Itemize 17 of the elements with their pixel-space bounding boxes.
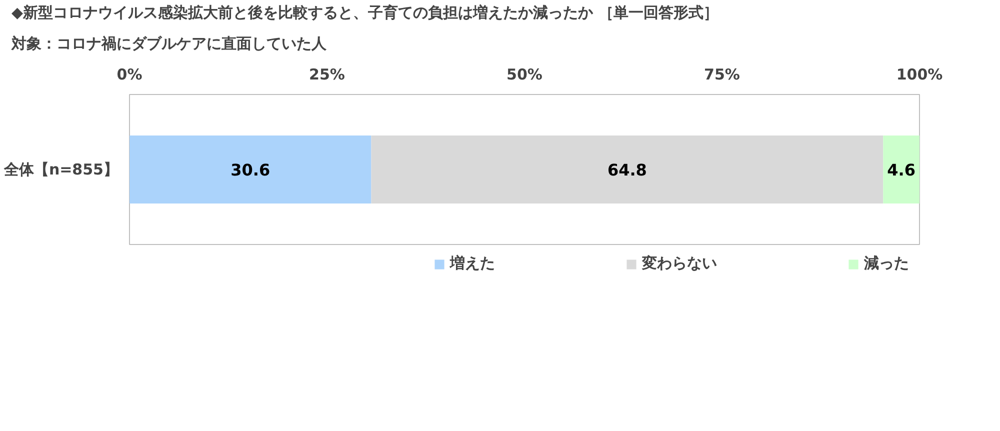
chart-subtitle: 対象：コロナ禍にダブルケアに直面していた人 [10,34,328,52]
bar [371,136,884,204]
legend-label: 増えた [450,254,495,273]
legend-label: 変わらない [642,254,717,273]
x-tick-label: 100% [896,66,943,84]
x-tick-label: 0% [116,66,142,84]
chart-title: ◆新型コロナウイルス感染拡大前と後を比較すると、子育ての負担は増えたか減ったか ［単一回答形式］ [12,4,718,22]
data-label: 4.6 [887,160,916,180]
data-label: 30.6 [230,160,270,180]
y-tick-label: 全体【n=855】 [2,160,119,178]
x-tick-label: 50% [506,66,542,84]
bar [130,136,372,204]
x-tick-label: 25% [309,66,345,84]
x-tick-label: 75% [704,66,740,84]
legend-label: 減った [864,254,909,273]
data-label: 64.8 [607,160,647,180]
bar [883,136,920,204]
